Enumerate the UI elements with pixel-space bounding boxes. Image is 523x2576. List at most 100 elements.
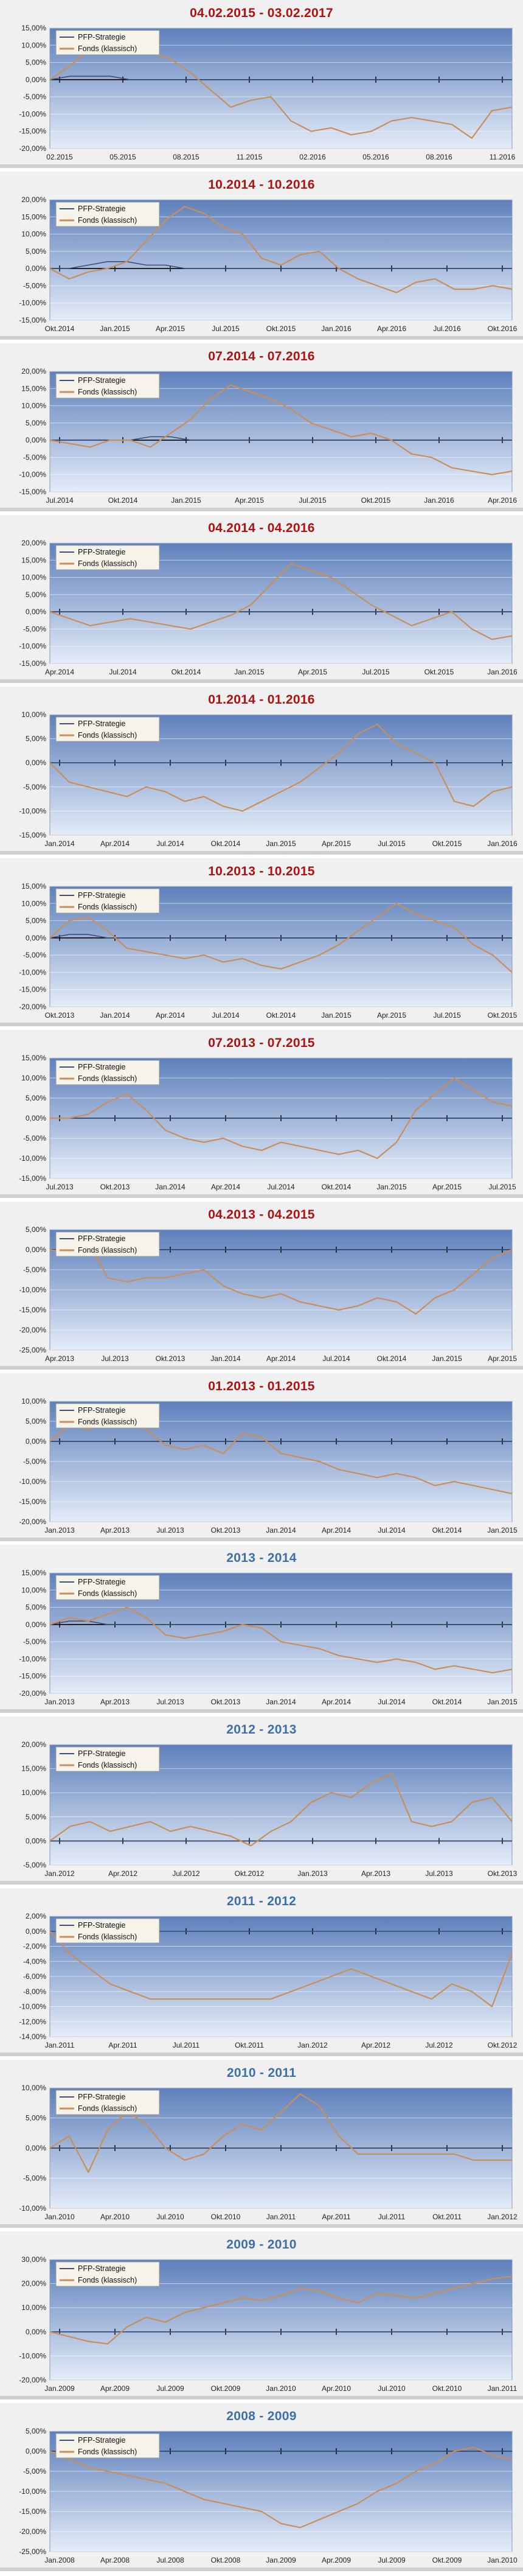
series-line-strategy	[49, 934, 512, 939]
y-tick-label: 5,00%	[26, 247, 46, 256]
legend-label-fund: Fonds (klassisch)	[78, 1589, 137, 1598]
x-tick-label: Jan.2011	[488, 2384, 518, 2393]
chart-panel: 2012 - 2013 -5,00% 0,00% 5,00% 10,00% 15,00% 2…	[0, 1717, 523, 1885]
legend-label-fund: Fonds (klassisch)	[78, 44, 137, 53]
x-tick-label: Jan.2014	[266, 1526, 296, 1535]
legend-label-strategy: PFP-Strategie	[78, 1921, 126, 1930]
y-tick-label: -15,00%	[19, 1497, 46, 1506]
x-tick-label: Okt.2014	[377, 1354, 407, 1363]
y-tick-label: -12,00%	[19, 2017, 46, 2026]
y-tick-label: 0,00%	[26, 1620, 46, 1629]
y-tick-label: 0,00%	[26, 1927, 46, 1936]
y-tick-label: -10,00%	[19, 2351, 46, 2360]
legend-box	[55, 1746, 160, 1772]
x-tick-label: Jan.2016	[487, 839, 518, 848]
y-tick-label: 10,00%	[21, 1074, 46, 1082]
x-tick-label: Apr.2016	[488, 496, 517, 505]
y-tick-label: 5,00%	[26, 1094, 46, 1102]
y-tick-label: -10,00%	[19, 807, 46, 815]
y-tick-label: -2,00%	[23, 1942, 46, 1951]
x-tick-label: Okt.2015	[432, 839, 462, 848]
x-tick-label: Jul.2015	[433, 1011, 461, 1020]
y-tick-label: -5,00%	[23, 1134, 46, 1143]
x-tick-label: Jan.2010	[487, 2556, 518, 2564]
series-line-fund	[49, 562, 513, 640]
y-tick-label: 20,00%	[21, 1741, 46, 1749]
x-tick-label: Jul.2009	[378, 2556, 406, 2564]
line-chart: -15,00% -10,00% -5,00% 0,00% 5,00% 10,00% 15,0…	[19, 196, 517, 333]
x-tick-label: Okt.2014	[108, 496, 138, 505]
chart-title: 2012 - 2013	[226, 1723, 297, 1737]
y-tick-label: -5,00%	[23, 1265, 46, 1274]
x-tick-label: Okt.2012	[235, 1869, 265, 1878]
line-chart: -15,00% -10,00% -5,00% 0,00% 5,00% 10,00% 15,0…	[19, 539, 518, 676]
x-tick-label: Okt.2011	[432, 2213, 462, 2221]
x-tick-label: 08.2015	[173, 153, 199, 161]
legend-box	[55, 716, 160, 742]
series-line-fund	[50, 1077, 513, 1160]
series-line-fund	[49, 1606, 513, 1674]
y-tick-label: 0,00%	[26, 1245, 46, 1254]
x-tick-label: Okt.2014	[171, 668, 201, 676]
chart-title: 01.2014 - 01.2016	[208, 693, 315, 707]
legend-label-strategy: PFP-Strategie	[78, 2264, 126, 2273]
legend-label-strategy: PFP-Strategie	[78, 1406, 126, 1415]
line-chart: -14,00% -12,00% -10,00% -8,00% -6,00% -4,00% -…	[19, 1913, 517, 2049]
y-tick-label: -20,00%	[19, 1003, 46, 1011]
y-tick-label: -20,00%	[19, 2527, 46, 2536]
series-line-fund	[49, 384, 513, 475]
legend-box	[55, 888, 160, 914]
x-tick-label: Apr.2012	[361, 2041, 390, 2049]
x-tick-label: Jan.2015	[487, 1698, 518, 1706]
x-tick-label: Okt.2013	[488, 1869, 518, 1878]
y-tick-label: -10,00%	[19, 968, 46, 976]
x-tick-label: Jul.2013	[425, 1869, 453, 1878]
y-tick-label: 5,00%	[26, 419, 46, 427]
x-tick-label: 05.2016	[362, 153, 389, 161]
series-line-strategy	[49, 1620, 512, 1625]
y-tick-label: 10,00%	[21, 2084, 46, 2092]
y-tick-label: -15,00%	[19, 488, 46, 496]
y-tick-label: -5,00%	[23, 1637, 46, 1646]
chart-legend: PFP-Strategie Fonds (klassisch)	[55, 1575, 160, 1600]
x-tick-label: Jul.2015	[378, 839, 406, 848]
chart-title: 04.2013 - 04.2015	[208, 1208, 315, 1222]
series-line-fund	[49, 2446, 513, 2529]
y-tick-label: -5,00%	[23, 1457, 46, 1466]
y-tick-label: -15,00%	[19, 127, 46, 136]
series-line-fund	[49, 1241, 513, 1315]
x-tick-label: 08.2016	[426, 153, 452, 161]
legend-label-fund: Fonds (klassisch)	[78, 2276, 137, 2284]
chart-legend: PFP-Strategie Fonds (klassisch)	[55, 1746, 160, 1772]
y-tick-label: -5,00%	[23, 453, 46, 461]
chart-panel: 10.2013 - 10.2015 -20,00% -15,00% -10,00% -5…	[0, 858, 523, 1026]
x-tick-label: Jan.2013	[297, 1869, 328, 1878]
x-tick-label: Jul.2014	[322, 1354, 350, 1363]
y-tick-label: -5,00%	[23, 2174, 46, 2183]
x-tick-label: Jan.2014	[44, 839, 75, 848]
x-tick-label: Apr.2014	[156, 1011, 185, 1020]
chart-title: 04.02.2015 - 03.02.2017	[190, 6, 333, 20]
line-chart: -5,00% 0,00% 5,00% 10,00% 15,00% 20,00% Jan.20…	[21, 1741, 518, 1878]
x-tick-label: Jan.2014	[100, 1011, 130, 1020]
x-tick-label: Apr.2014	[266, 1354, 296, 1363]
y-tick-label: 0,00%	[26, 1114, 46, 1122]
y-tick-label: -5,00%	[23, 625, 46, 633]
line-chart: -20,00% -10,00% 0,00% 10,00% 20,00% 30,00% Jan…	[19, 2256, 518, 2393]
chart-panel: 01.2014 - 01.2016 -15,00% -10,00% -5,00% 0,0…	[0, 687, 523, 855]
x-tick-label: Jan.2012	[44, 1869, 75, 1878]
y-tick-label: 2,00%	[26, 1913, 46, 1920]
y-tick-label: -5,00%	[23, 2467, 46, 2476]
y-tick-label: -10,00%	[19, 2003, 46, 2011]
x-tick-label: Apr.2014	[45, 668, 74, 676]
x-tick-label: 11.2015	[237, 153, 263, 161]
x-tick-label: Jul.2014	[212, 1011, 240, 1020]
x-tick-label: Jan.2016	[321, 324, 352, 333]
x-tick-label: Jul.2014	[46, 496, 74, 505]
y-tick-label: 15,00%	[21, 1765, 46, 1773]
y-tick-label: -10,00%	[19, 1477, 46, 1486]
chart-title: 2009 - 2010	[226, 2238, 297, 2252]
series-line-fund	[49, 1931, 513, 2007]
y-tick-label: -10,00%	[19, 1286, 46, 1294]
line-chart: -20,00% -15,00% -10,00% -5,00% 0,00% 5,00% 10,…	[19, 883, 517, 1020]
